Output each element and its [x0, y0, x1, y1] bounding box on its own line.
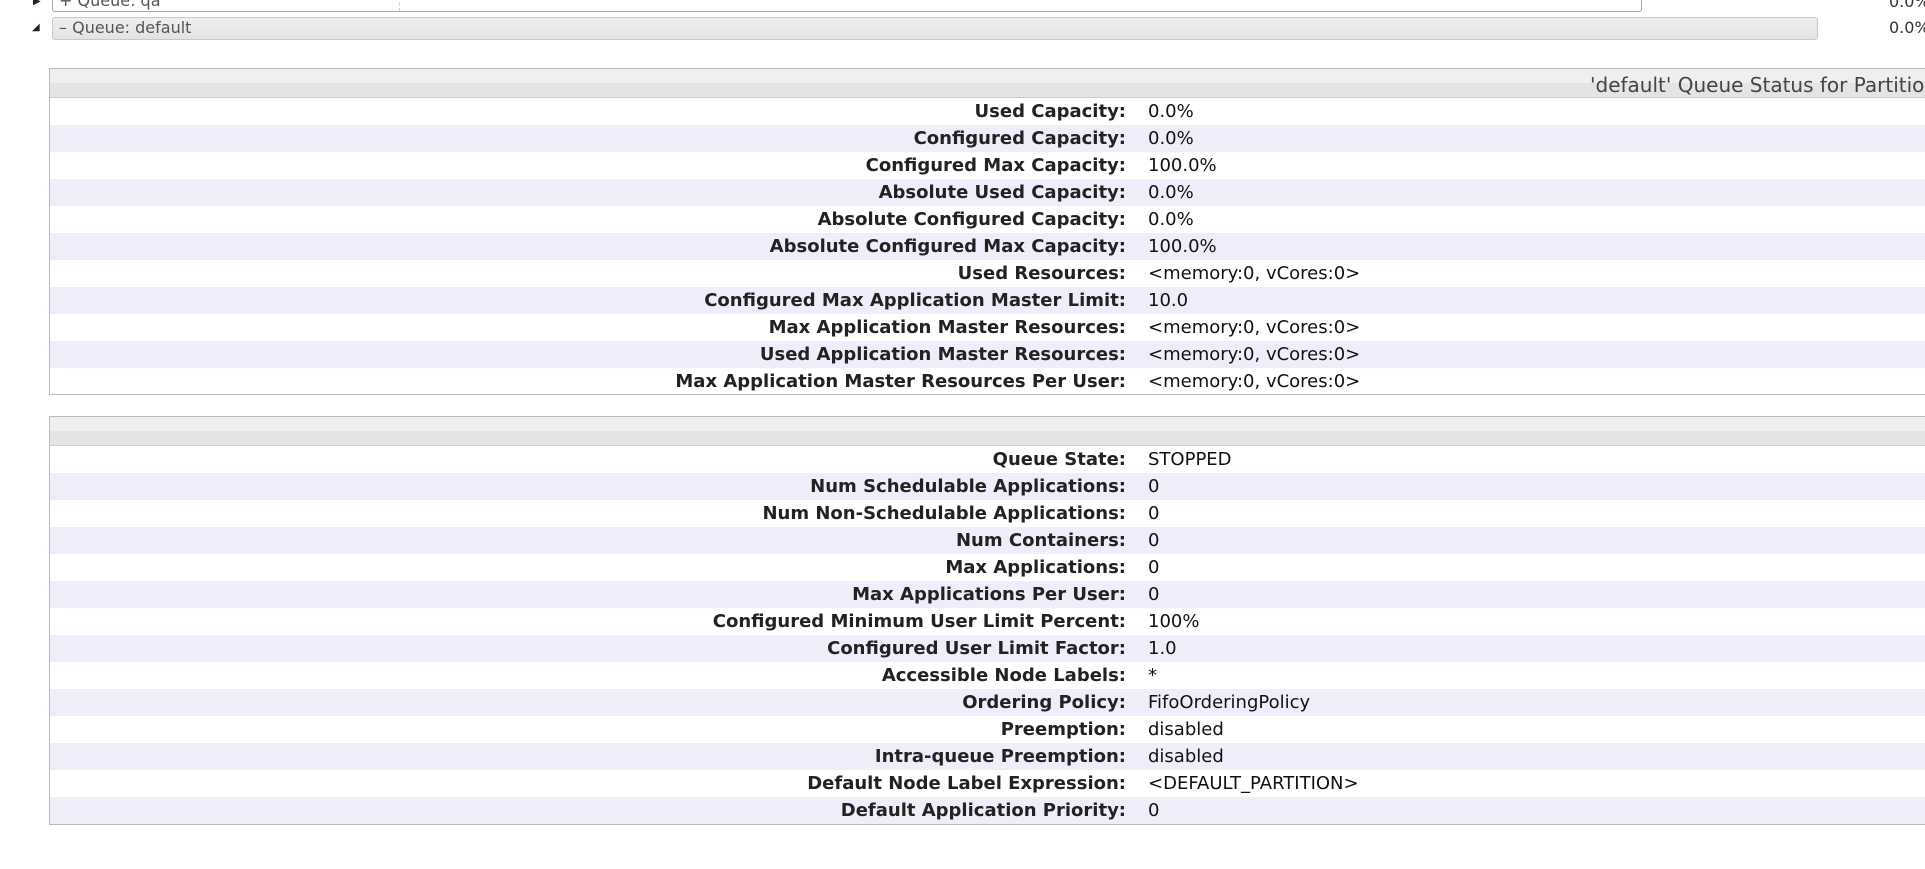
table-row: Used Capacity: 0.0% [50, 98, 1925, 125]
collapse-icon: – [59, 18, 67, 37]
row-value: disabled [1148, 719, 1224, 740]
table-row: Max Application Master Resources: <memory… [50, 314, 1925, 341]
row-value: * [1148, 665, 1157, 686]
row-label: Configured User Limit Factor: [827, 638, 1126, 659]
table-header: 'default' Queue Status for Partition [50, 69, 1925, 98]
row-value: <memory:0, vCores:0> [1148, 317, 1361, 338]
row-label: Configured Max Application Master Limit: [704, 290, 1126, 311]
table-row: Default Application Priority: 0 [50, 797, 1925, 824]
row-value: 0 [1148, 476, 1160, 497]
row-label: Ordering Policy: [962, 692, 1126, 713]
row-label: Queue State: [992, 449, 1126, 470]
row-value: 0.0% [1148, 182, 1194, 203]
row-label: Max Application Master Resources: [768, 317, 1126, 338]
row-value: 0 [1148, 503, 1160, 524]
row-label: Default Application Priority: [840, 800, 1126, 821]
table-row: Default Node Label Expression: <DEFAULT_P… [50, 770, 1925, 797]
queue-qa-percent: 0.0% [1889, 0, 1925, 11]
row-label: Used Application Master Resources: [759, 344, 1126, 365]
table-row: Absolute Configured Max Capacity: 100.0% [50, 233, 1925, 260]
table-row: Max Applications Per User: 0 [50, 581, 1925, 608]
row-value: 10.0 [1148, 290, 1189, 311]
row-value: 0 [1148, 800, 1160, 821]
row-value: 100% [1148, 611, 1200, 632]
queue-name: Queue: qa [77, 0, 161, 10]
row-label: Configured Max Capacity: [865, 155, 1126, 176]
row-value: 100.0% [1148, 236, 1217, 257]
row-label: Default Node Label Expression: [807, 773, 1126, 794]
table-row: Used Application Master Resources: <memor… [50, 341, 1925, 368]
table-row: Used Resources: <memory:0, vCores:0> [50, 260, 1925, 287]
row-label: Absolute Configured Capacity: [817, 209, 1126, 230]
row-value: 0.0% [1148, 209, 1194, 230]
table-row: Configured Minimum User Limit Percent: 10… [50, 608, 1925, 635]
table-row: Num Schedulable Applications: 0 [50, 473, 1925, 500]
table-row: Max Application Master Resources Per Use… [50, 368, 1925, 395]
table-row: Absolute Used Capacity: 0.0% [50, 179, 1925, 206]
queue-info-table: Queue State: STOPPED Num Schedulable Appli… [49, 416, 1925, 825]
row-label: Absolute Configured Max Capacity: [769, 236, 1126, 257]
row-value: 0.0% [1148, 128, 1194, 149]
row-label: Configured Minimum User Limit Percent: [712, 611, 1126, 632]
queue-default-percent: 0.0% [1889, 18, 1925, 37]
row-value: <memory:0, vCores:0> [1148, 263, 1361, 284]
row-label: Preemption: [1000, 719, 1126, 740]
queue-default-bar[interactable]: – Queue: default [52, 17, 1818, 40]
table-row: Intra-queue Preemption: disabled [50, 743, 1925, 770]
row-label: Num Schedulable Applications: [810, 476, 1126, 497]
row-label: Num Containers: [955, 530, 1126, 551]
row-value: 0.0% [1148, 101, 1194, 122]
table-header [50, 417, 1925, 446]
row-value: 0 [1148, 530, 1160, 551]
row-label: Max Applications: [945, 557, 1126, 578]
row-label: Used Resources: [957, 263, 1126, 284]
row-value: 1.0 [1148, 638, 1177, 659]
table-row: Max Applications: 0 [50, 554, 1925, 581]
table-row: Preemption: disabled [50, 716, 1925, 743]
row-label: Num Non-Schedulable Applications: [762, 503, 1126, 524]
row-value: <DEFAULT_PARTITION> [1148, 773, 1359, 794]
row-label: Absolute Used Capacity: [878, 182, 1126, 203]
queue-name: Queue: default [72, 18, 192, 37]
row-value: STOPPED [1148, 449, 1232, 470]
table-row: Accessible Node Labels: * [50, 662, 1925, 689]
row-value: <memory:0, vCores:0> [1148, 371, 1361, 392]
queue-qa-bar[interactable]: + Queue: qa [52, 0, 1642, 12]
collapsed-triangle-icon[interactable]: ▶ [33, 0, 41, 7]
row-value: 100.0% [1148, 155, 1217, 176]
row-value: <memory:0, vCores:0> [1148, 344, 1361, 365]
row-label: Max Applications Per User: [852, 584, 1126, 605]
expand-icon: + [59, 0, 73, 10]
row-label: Intra-queue Preemption: [874, 746, 1126, 767]
row-value: 0 [1148, 557, 1160, 578]
row-label: Configured Capacity: [913, 128, 1126, 149]
table-row: Configured Max Application Master Limit:… [50, 287, 1925, 314]
queue-status-table: 'default' Queue Status for Partition Use… [49, 68, 1925, 395]
table-row: Num Containers: 0 [50, 527, 1925, 554]
table-row: Absolute Configured Capacity: 0.0% [50, 206, 1925, 233]
row-label: Used Capacity: [974, 101, 1126, 122]
expanded-triangle-icon[interactable]: ◢ [32, 22, 40, 33]
table-title: 'default' Queue Status for Partition [1590, 73, 1925, 97]
table-row: Configured Max Capacity: 100.0% [50, 152, 1925, 179]
row-value: 0 [1148, 584, 1160, 605]
table-row: Num Non-Schedulable Applications: 0 [50, 500, 1925, 527]
row-label: Max Application Master Resources Per Use… [675, 371, 1126, 392]
table-row: Configured User Limit Factor: 1.0 [50, 635, 1925, 662]
table-row: Ordering Policy: FifoOrderingPolicy [50, 689, 1925, 716]
table-row: Queue State: STOPPED [50, 446, 1925, 473]
row-label: Accessible Node Labels: [881, 665, 1126, 686]
row-value: FifoOrderingPolicy [1148, 692, 1311, 713]
table-row: Configured Capacity: 0.0% [50, 125, 1925, 152]
row-value: disabled [1148, 746, 1224, 767]
